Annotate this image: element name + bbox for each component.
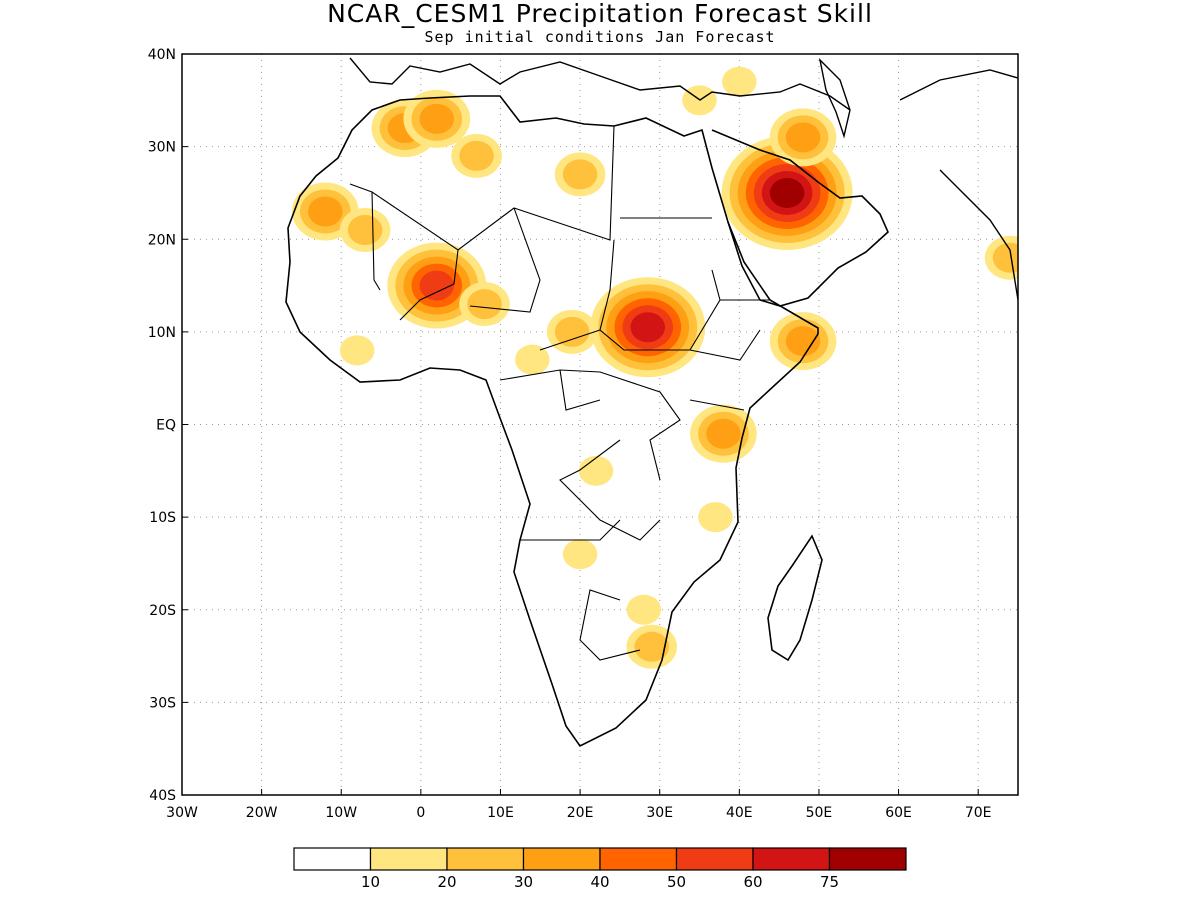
skill-contour — [347, 214, 383, 245]
skill-contour — [634, 631, 670, 662]
india-coastline — [899, 69, 1018, 301]
skill-contour — [992, 242, 1018, 273]
colorbar-swatch — [828, 847, 907, 871]
skill-contour — [785, 326, 821, 357]
y-tick-label: 30N — [148, 140, 176, 156]
colorbar-label: 20 — [437, 873, 456, 891]
caspian-coastline — [818, 57, 851, 139]
skill-region — [459, 282, 510, 327]
skill-contour — [722, 66, 757, 97]
skill-contour — [459, 140, 494, 171]
skill-region — [562, 539, 598, 570]
skill-region — [769, 108, 837, 167]
colorbar-label: 75 — [820, 873, 839, 891]
skill-contour — [630, 312, 666, 343]
country-borders — [349, 125, 770, 661]
map-title: NCAR_CESM1 Precipitation Forecast Skill — [327, 0, 873, 28]
skill-region — [339, 207, 391, 252]
skill-contour — [626, 594, 662, 625]
colorbar-label: 40 — [590, 873, 609, 891]
longitude-ticks: 30W 20W 10W 0 10E 20E 30E 40E 50E 60E 70E — [166, 789, 992, 821]
x-tick-label: 10E — [487, 805, 514, 821]
y-tick-label: EQ — [156, 418, 176, 434]
skill-region — [984, 235, 1018, 280]
x-tick-label: 30E — [646, 805, 673, 821]
skill-contour — [339, 335, 375, 366]
y-tick-label: 10S — [149, 510, 176, 526]
colorbar-label: 50 — [667, 873, 686, 891]
x-tick-label: 0 — [416, 805, 425, 821]
colorbar-legend: 10 20 30 40 50 60 75 — [293, 847, 907, 891]
y-tick-label: 10N — [148, 325, 176, 341]
x-tick-label: 60E — [885, 805, 912, 821]
x-tick-label: 70E — [965, 805, 992, 821]
skill-region — [403, 89, 471, 148]
colorbar-swatch — [599, 847, 678, 871]
coastlines — [285, 57, 1018, 748]
x-tick-label: 20E — [567, 805, 594, 821]
x-tick-label: 10W — [325, 805, 357, 821]
skill-contour — [698, 502, 733, 533]
colorbar-swatch — [293, 847, 372, 871]
skill-contour — [562, 539, 598, 570]
skill-region — [339, 335, 375, 366]
x-tick-label: 50E — [806, 805, 833, 821]
skill-contour — [554, 316, 590, 347]
skill-contour — [785, 122, 821, 153]
colorbar-label: 30 — [514, 873, 533, 891]
x-tick-label: 20W — [246, 805, 278, 821]
skill-contour — [769, 177, 805, 208]
colorbar-swatch — [446, 847, 525, 871]
colorbar-label: 60 — [743, 873, 762, 891]
skill-contour — [578, 455, 614, 486]
skill-fills — [291, 66, 1018, 669]
skill-region — [721, 135, 853, 250]
colorbar-swatch — [369, 847, 448, 871]
skill-contour — [515, 344, 550, 375]
skill-region — [626, 624, 678, 669]
latitude-ticks: 40N 30N 20N 10N EQ 10S 20S 30S 40S — [148, 47, 188, 804]
skill-contour — [467, 289, 502, 320]
skill-contour — [706, 418, 741, 449]
skill-region — [769, 312, 837, 371]
skill-region — [554, 152, 606, 197]
skill-region — [590, 277, 706, 378]
colorbar-swatch — [522, 847, 601, 871]
skill-region — [578, 455, 614, 486]
europe-coastline — [349, 57, 851, 111]
skill-region — [722, 66, 757, 97]
x-tick-label: 40E — [726, 805, 753, 821]
madagascar-coastline — [767, 534, 823, 662]
y-tick-label: 20S — [149, 603, 176, 619]
arabian-coastline — [711, 129, 889, 307]
map-subtitle: Sep initial conditions Jan Forecast — [424, 28, 776, 46]
gridlines — [182, 54, 1018, 795]
skill-contour — [419, 103, 455, 134]
skill-region — [515, 344, 550, 375]
y-tick-label: 30S — [149, 695, 176, 711]
skill-region — [626, 594, 662, 625]
skill-region — [451, 133, 502, 178]
x-tick-label: 30W — [166, 805, 198, 821]
skill-region — [690, 404, 757, 463]
skill-contour — [562, 159, 598, 190]
colorbar-swatch — [752, 847, 831, 871]
colorbar-swatch — [675, 847, 754, 871]
skill-region — [698, 502, 733, 533]
y-tick-label: 40N — [148, 47, 176, 63]
skill-contour — [308, 196, 343, 227]
skill-region — [546, 309, 598, 354]
y-tick-label: 20N — [148, 232, 176, 248]
colorbar-label: 10 — [361, 873, 380, 891]
skill-contour — [419, 270, 455, 301]
y-tick-label: 40S — [149, 788, 176, 804]
africa-coastline — [285, 95, 819, 748]
